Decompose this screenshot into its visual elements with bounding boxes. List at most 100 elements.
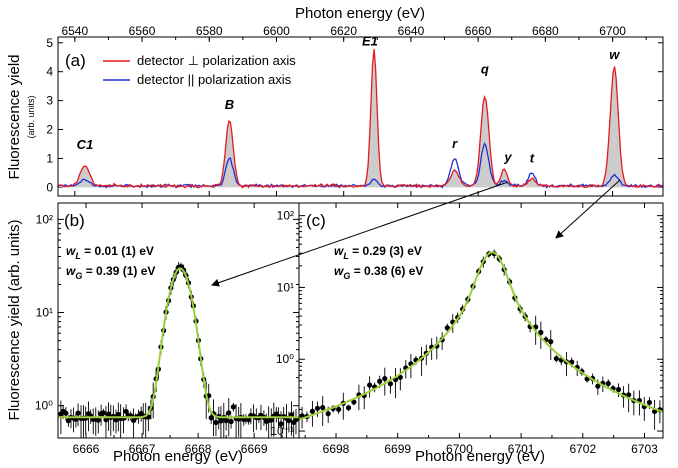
series-par-line xyxy=(57,142,664,189)
panel-b-data-point xyxy=(268,417,274,423)
panel-c-data-point xyxy=(646,399,653,406)
panel-c-data-point xyxy=(377,378,383,384)
panel-c: 6698 6699 6700 6701 6702 6703 10⁻¹ 10⁰ 10¹ 10² P… xyxy=(270,202,664,465)
panel-b-ylabel: Fluorescence yield (arb. units) xyxy=(6,220,23,421)
legend-par-label: detector || polarization axis xyxy=(137,72,292,87)
panel-b-wg: wG = 0.39 (1) eV xyxy=(66,264,155,281)
panel-b-plot-area xyxy=(58,262,299,438)
panel-c-data-point xyxy=(397,374,403,380)
legend-perp-label: detector ⊥ polarization axis xyxy=(137,53,296,68)
panel-c-data-point xyxy=(367,382,373,388)
panel-a-ylabel: Fluorescence yield xyxy=(6,54,23,179)
panel-b-data-point xyxy=(246,417,252,423)
panel-c-data-point xyxy=(320,405,326,411)
panel-b-fit-curve xyxy=(58,267,299,419)
panel-b-data-point xyxy=(293,417,299,423)
panel-c-data-point xyxy=(548,339,554,345)
panel-b-data-point xyxy=(286,418,292,424)
panel-b-data-point xyxy=(226,410,232,416)
panel-a-xtick-label: 6640 xyxy=(398,24,425,38)
panel-b-wl: wL = 0.01 (1) eV xyxy=(66,244,154,261)
panel-c-data-point xyxy=(314,405,321,411)
panel-c-wg: wG = 0.38 (6) eV xyxy=(334,264,423,281)
panel-b-xtick-label: 6669 xyxy=(241,442,268,456)
panel-b-data-point xyxy=(63,410,69,416)
panel-a-xtick-label: 6600 xyxy=(263,24,290,38)
panel-a-xtick-label: 6700 xyxy=(599,24,626,38)
panel-b-data-point xyxy=(223,418,229,424)
panel-b-data-point xyxy=(95,417,101,423)
legend: detector ⊥ polarization axis detector ||… xyxy=(103,53,296,87)
panel-c-xtick-label: 6699 xyxy=(384,442,411,456)
panel-b-data-point xyxy=(230,404,236,410)
panel-b-data-point xyxy=(228,418,234,425)
panel-b-data-point xyxy=(115,411,121,418)
series-perp-line xyxy=(57,49,664,189)
peak-label-w: w xyxy=(609,47,620,62)
panel-a-ylabel-sub: (arb. units) xyxy=(26,95,36,138)
panel-a-peak-labels: C1 B E1 r q y t w xyxy=(77,33,621,165)
panel-c-xtick-label: 6703 xyxy=(631,442,658,456)
panel-c-data-point xyxy=(626,392,632,398)
panel-c-xticks: 6698 6699 6700 6701 6702 6703 xyxy=(304,203,658,456)
panel-b-xticks: 6666 6667 6668 6669 xyxy=(57,203,283,456)
panel-c-data-point xyxy=(444,325,450,331)
arrow-to-panel-b xyxy=(211,181,509,287)
panel-a-ytick-label: 5 xyxy=(46,36,53,50)
peak-label-e1: E1 xyxy=(362,33,378,48)
peak-label-t: t xyxy=(530,150,535,165)
peak-label-b: B xyxy=(225,97,234,112)
panel-c-data-point xyxy=(538,329,544,335)
panel-b-xtick-label: 6667 xyxy=(129,442,156,456)
panel-c-xlabel: Photon energy (eV) xyxy=(415,448,545,465)
panel-b-data-point xyxy=(123,408,129,415)
panel-c-ytick-label: 10⁰ xyxy=(276,352,294,366)
peak-label-y: y xyxy=(503,149,512,164)
panel-a-ytick-label: 3 xyxy=(46,94,53,108)
panel-b: 6666 6667 6668 6669 10⁰ 10¹ 10² Photon energy… xyxy=(6,202,300,465)
panel-b-data-point xyxy=(288,412,295,418)
panel-b-xtick-label: 6666 xyxy=(73,442,100,456)
panel-a-label: (a) xyxy=(65,51,86,70)
connector-arrows xyxy=(211,179,621,287)
panel-c-ytick-label: 10⁻¹ xyxy=(270,424,294,438)
panel-b-data-point xyxy=(208,415,214,421)
panel-b-xtick-label: 6668 xyxy=(185,442,212,456)
panel-c-frame xyxy=(298,202,664,439)
panel-b-xlabel: Photon energy (eV) xyxy=(113,448,243,465)
panel-a-xtick-label: 6660 xyxy=(465,24,492,38)
panel-a-plot-area xyxy=(57,49,664,189)
panel-a: Photon energy (eV) 6540 6560 6580 6600 6620 6… xyxy=(6,5,664,197)
panel-b-ytick-label: 10² xyxy=(36,212,53,226)
panel-a-xtick-label: 6540 xyxy=(61,24,88,38)
panel-b-data-point xyxy=(75,410,81,416)
panel-c-data-point xyxy=(336,406,342,412)
panel-b-frame xyxy=(57,202,300,439)
panel-a-xtick-label: 6680 xyxy=(532,24,559,38)
panel-a-ytick-label: 0 xyxy=(46,180,53,194)
panel-c-data-point xyxy=(553,355,559,362)
panel-b-annotations: wL = 0.01 (1) eV wG = 0.39 (1) eV xyxy=(66,244,155,281)
panel-b-data-point xyxy=(113,417,119,423)
panel-c-yticks: 10⁻¹ 10⁰ 10¹ 10² xyxy=(270,209,663,438)
peak-label-c1: C1 xyxy=(77,137,94,152)
panel-b-data-point xyxy=(100,410,106,416)
panel-c-data-point xyxy=(595,383,601,389)
panel-a-ytick-label: 4 xyxy=(46,65,53,79)
panel-b-data-point xyxy=(213,419,219,426)
panel-c-label: (c) xyxy=(306,211,326,230)
panel-a-xtick-label: 6580 xyxy=(196,24,223,38)
panel-b-label: (b) xyxy=(64,211,85,230)
panel-a-xticks: 6540 6560 6580 6600 6620 6640 6660 6680 6700 xyxy=(61,24,647,196)
panel-b-data-point xyxy=(103,417,109,423)
panel-a-xtick-label: 6620 xyxy=(330,24,357,38)
panel-c-data-point xyxy=(605,380,611,387)
panel-c-data-point xyxy=(382,375,388,382)
panel-c-plot-area xyxy=(298,249,664,430)
panel-c-data-point xyxy=(387,381,393,387)
panel-c-ytick-label: 10² xyxy=(277,209,294,223)
panel-c-ytick-label: 10¹ xyxy=(277,280,294,294)
peak-label-q: q xyxy=(481,62,489,77)
panel-b-ytick-label: 10⁰ xyxy=(35,399,53,413)
